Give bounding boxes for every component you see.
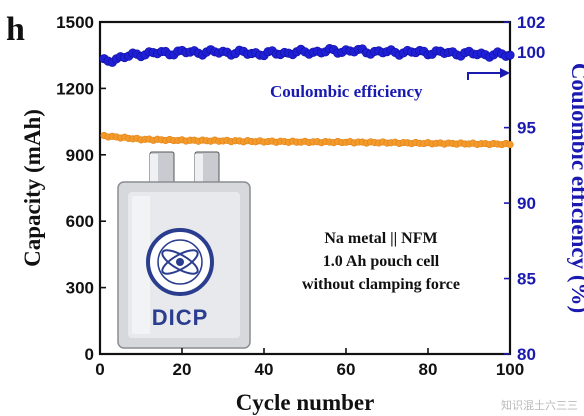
y-right-tick-label: 90	[517, 194, 536, 213]
x-tick-label: 20	[173, 360, 192, 379]
x-tick-label: 60	[337, 360, 356, 379]
x-axis-title: Cycle number	[236, 390, 375, 415]
ce-arrow-icon	[467, 68, 510, 80]
ticks-layer: 0 20 40 60 80 1000300600900120015008085909510…	[56, 13, 545, 379]
y-axis-right-title: Coulombic efficiency (%)	[567, 63, 584, 313]
data-point	[506, 140, 514, 149]
cell-line-1: Na metal || NFM	[324, 230, 437, 247]
series-capacity	[100, 131, 514, 149]
y-left-tick-label: 1500	[56, 13, 94, 32]
y-left-tick-label: 1200	[56, 79, 94, 98]
y-right-tick-label: 100	[517, 43, 545, 62]
x-tick-label: 0	[95, 360, 104, 379]
y-left-tick-label: 0	[85, 345, 94, 364]
ce-label: Coulombic efficiency	[270, 82, 423, 101]
x-tick-label: 80	[419, 360, 438, 379]
y-right-tick-label: 80	[517, 345, 536, 364]
y-right-tick-label: 102	[517, 13, 545, 32]
watermark: 知识混土六三三	[501, 399, 578, 412]
plot-frame	[98, 20, 512, 356]
cell-line-3: without clamping force	[302, 276, 460, 293]
x-tick-label: 100	[496, 360, 524, 379]
series-layer	[99, 44, 515, 149]
pouch-cell-photo: DICP	[117, 151, 251, 349]
dicp-logo-icon	[146, 228, 214, 296]
y-right-tick-label: 85	[517, 270, 536, 289]
x-tick-label: 40	[255, 360, 274, 379]
cell-line-2: 1.0 Ah pouch cell	[323, 253, 440, 270]
panel-label: h	[6, 11, 25, 48]
y-left-tick-label: 600	[66, 212, 94, 231]
logo-text: DICP	[152, 305, 209, 330]
y-right-tick-label: 95	[517, 119, 536, 138]
y-axis-left-title: Capacity (mAh)	[20, 109, 45, 267]
series-coulombic-efficiency	[99, 44, 515, 67]
y-left-tick-label: 300	[66, 279, 94, 298]
y-left-tick-label: 900	[66, 146, 94, 165]
